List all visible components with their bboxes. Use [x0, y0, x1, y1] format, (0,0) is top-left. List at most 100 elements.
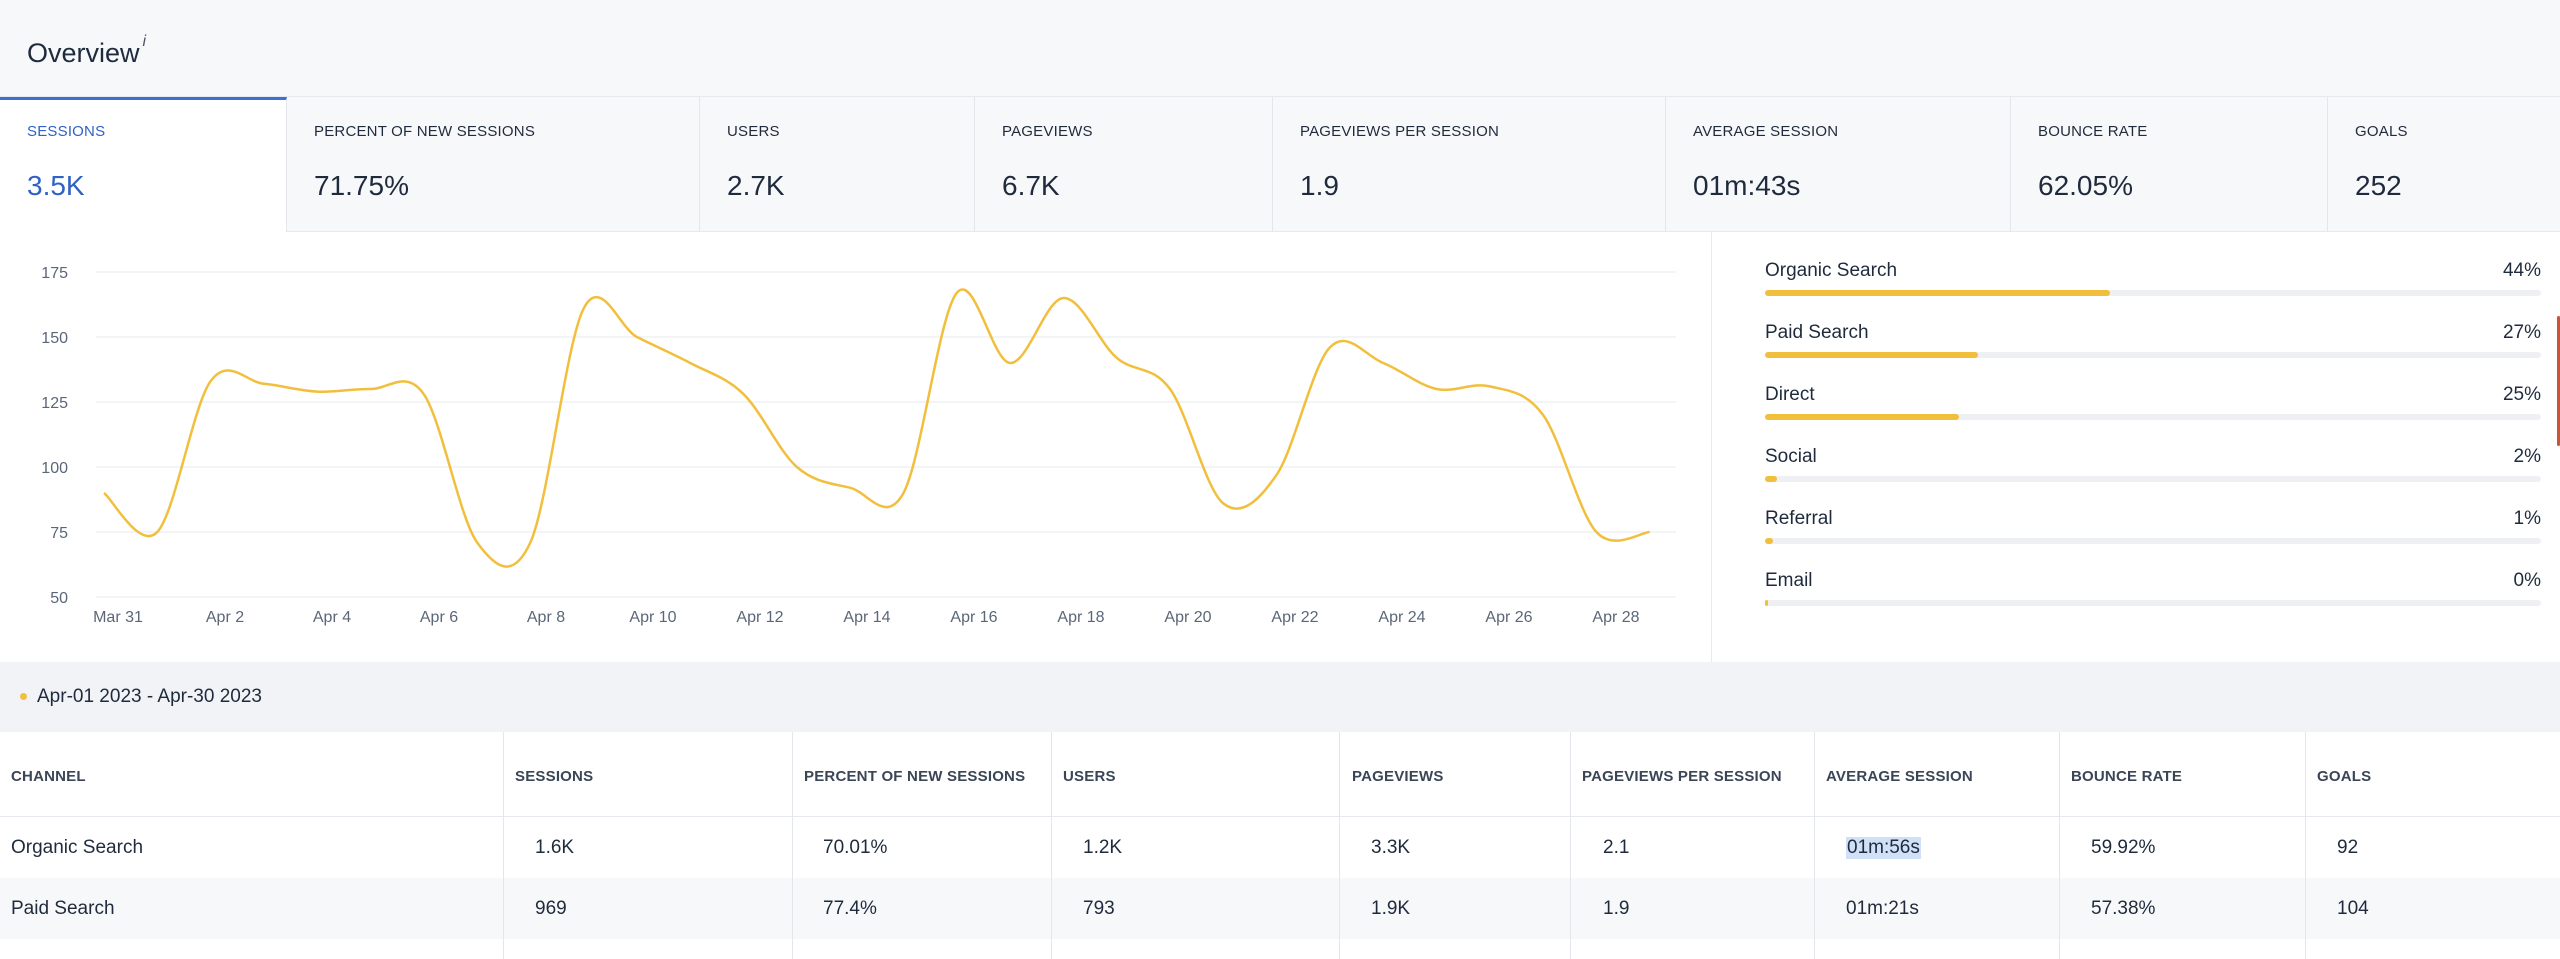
table-row[interactable]: Paid Search 969 77.4% 793 1.9K 1.9 01m:2… [0, 878, 2560, 939]
column-header-average-session[interactable]: AVERAGE SESSION [1826, 768, 1973, 785]
cell-goals: 104 [2337, 898, 2369, 919]
y-tick-label: 100 [41, 460, 68, 477]
channel-name: Social [1765, 446, 1817, 467]
column-header-bounce-rate[interactable]: BOUNCE RATE [2071, 768, 2183, 785]
metric-value: 6.7K [1002, 170, 1060, 201]
channel-name: Paid Search [1765, 322, 1869, 343]
sessions-line-chart[interactable]: 175 150 125 100 75 50 Mar 31 Apr 2 Apr 4 Apr 6 Apr… [0, 232, 1712, 662]
channel-name: Referral [1765, 508, 1833, 529]
channel-percent: 27% [2502, 322, 2541, 343]
cell-channel: Organic Search [11, 837, 144, 858]
metric-value: 71.75% [314, 170, 409, 201]
x-tick-label: Apr 12 [736, 609, 783, 626]
cell-pageviews-per-session: 1.9 [1603, 898, 1630, 919]
metric-label: USERS [727, 123, 780, 140]
tab-sessions[interactable]: SESSIONS 3.5K [0, 97, 287, 233]
column-header-channel[interactable]: CHANNEL [11, 768, 86, 785]
channel-percent: 2% [2513, 446, 2541, 467]
series-legend-dot [20, 693, 27, 700]
y-tick-label: 150 [41, 330, 68, 347]
x-tick-label: Apr 8 [527, 609, 565, 626]
channel-progress-track [1765, 538, 2541, 544]
tab-pageviews[interactable]: PAGEVIEWS 6.7K [975, 97, 1273, 233]
tab-goals[interactable]: GOALS 252 [2328, 97, 2560, 233]
sessions-series-line[interactable] [103, 288, 1650, 568]
metric-label: PERCENT OF NEW SESSIONS [314, 123, 536, 140]
date-range-label[interactable]: Apr-01 2023 - Apr-30 2023 [37, 686, 262, 707]
x-tick-label: Apr 4 [313, 609, 351, 626]
column-divider [1570, 732, 1571, 959]
channel-row-referral: Referral 1% [1765, 508, 2541, 570]
metric-label: BOUNCE RATE [2038, 123, 2148, 140]
column-divider [792, 732, 793, 959]
column-divider [2059, 732, 2060, 959]
cell-users: 1.2K [1083, 837, 1123, 858]
column-header-percent-new-sessions[interactable]: PERCENT OF NEW SESSIONS [804, 768, 1026, 785]
table-row[interactable]: Organic Search 1.6K 70.01% 1.2K 3.3K 2.1… [0, 817, 2560, 878]
date-range-bar: Apr-01 2023 - Apr-30 2023 [0, 662, 2560, 732]
cell-sessions: 1.6K [535, 837, 575, 858]
tab-percent-new-sessions[interactable]: PERCENT OF NEW SESSIONS 71.75% [287, 97, 700, 233]
tab-users[interactable]: USERS 2.7K [700, 97, 975, 233]
column-divider [1814, 732, 1815, 959]
y-tick-label: 75 [50, 525, 68, 542]
metric-value: 2.7K [727, 170, 785, 201]
x-tick-label: Apr 10 [629, 609, 676, 626]
overview-header: Overview i [0, 0, 2560, 96]
x-tick-label: Apr 14 [843, 609, 890, 626]
metric-label: AVERAGE SESSION [1693, 123, 1839, 140]
channel-name: Direct [1765, 384, 1815, 405]
cell-channel: Paid Search [11, 898, 115, 919]
panel-scrollbar[interactable] [2557, 316, 2560, 446]
x-tick-label: Apr 20 [1164, 609, 1211, 626]
cell-pageviews-per-session: 2.1 [1603, 837, 1630, 858]
cell-percent-new-sessions: 77.4% [823, 898, 877, 919]
x-tick-label: Apr 22 [1271, 609, 1318, 626]
x-tick-label: Mar 31 [93, 609, 143, 626]
channel-row-organic-search: Organic Search 44% [1765, 260, 2541, 322]
channel-name: Organic Search [1765, 260, 1898, 281]
column-header-pageviews-per-session[interactable]: PAGEVIEWS PER SESSION [1582, 768, 1782, 785]
channel-row-social: Social 2% [1765, 446, 2541, 508]
metric-value: 62.05% [2038, 170, 2133, 201]
channel-percent: 0% [2513, 570, 2541, 591]
x-tick-label: Apr 6 [420, 609, 458, 626]
channel-progress-fill [1765, 414, 1959, 420]
channel-breakdown-panel: Organic Search 44% Paid Search 27% Direc… [1712, 232, 2560, 662]
page-title: Overview i [27, 33, 147, 68]
channel-name: Email [1765, 570, 1813, 591]
y-tick-label: 175 [41, 265, 68, 282]
cell-bounce-rate: 59.92% [2091, 837, 2156, 858]
channel-row-direct: Direct 25% [1765, 384, 2541, 446]
channel-percent: 1% [2513, 508, 2541, 529]
channel-progress-track [1765, 352, 2541, 358]
x-tick-label: Apr 24 [1378, 609, 1425, 626]
channel-progress-fill [1765, 476, 1778, 482]
column-divider [503, 732, 504, 959]
metric-tabs: SESSIONS 3.5K PERCENT OF NEW SESSIONS 71… [0, 96, 2560, 233]
cell-sessions: 969 [535, 898, 567, 919]
column-header-sessions[interactable]: SESSIONS [515, 768, 594, 785]
channel-row-email: Email 0% [1765, 570, 2541, 632]
column-header-pageviews[interactable]: PAGEVIEWS [1352, 768, 1444, 785]
cell-average-session: 01m:56s [1846, 837, 1921, 859]
column-divider [2305, 732, 2306, 959]
cell-pageviews: 3.3K [1371, 837, 1411, 858]
y-tick-label: 50 [50, 590, 68, 607]
metric-value: 252 [2355, 170, 2402, 201]
channel-row-paid-search: Paid Search 27% [1765, 322, 2541, 384]
channel-progress-fill [1765, 538, 1773, 544]
tab-bounce-rate[interactable]: BOUNCE RATE 62.05% [2011, 97, 2328, 233]
metric-value: 01m:43s [1693, 170, 1801, 201]
column-header-users[interactable]: USERS [1063, 768, 1116, 785]
channel-progress-fill [1765, 352, 1979, 358]
column-header-goals[interactable]: GOALS [2317, 768, 2372, 785]
metric-label: PAGEVIEWS [1002, 123, 1093, 140]
channel-percent: 25% [2502, 384, 2541, 405]
tab-pageviews-per-session[interactable]: PAGEVIEWS PER SESSION 1.9 [1273, 97, 1666, 233]
cell-pageviews: 1.9K [1371, 898, 1411, 919]
channel-percent: 44% [2502, 260, 2541, 281]
info-icon[interactable]: i [142, 33, 147, 50]
tab-average-session[interactable]: AVERAGE SESSION 01m:43s [1666, 97, 2011, 233]
x-tick-label: Apr 26 [1485, 609, 1532, 626]
